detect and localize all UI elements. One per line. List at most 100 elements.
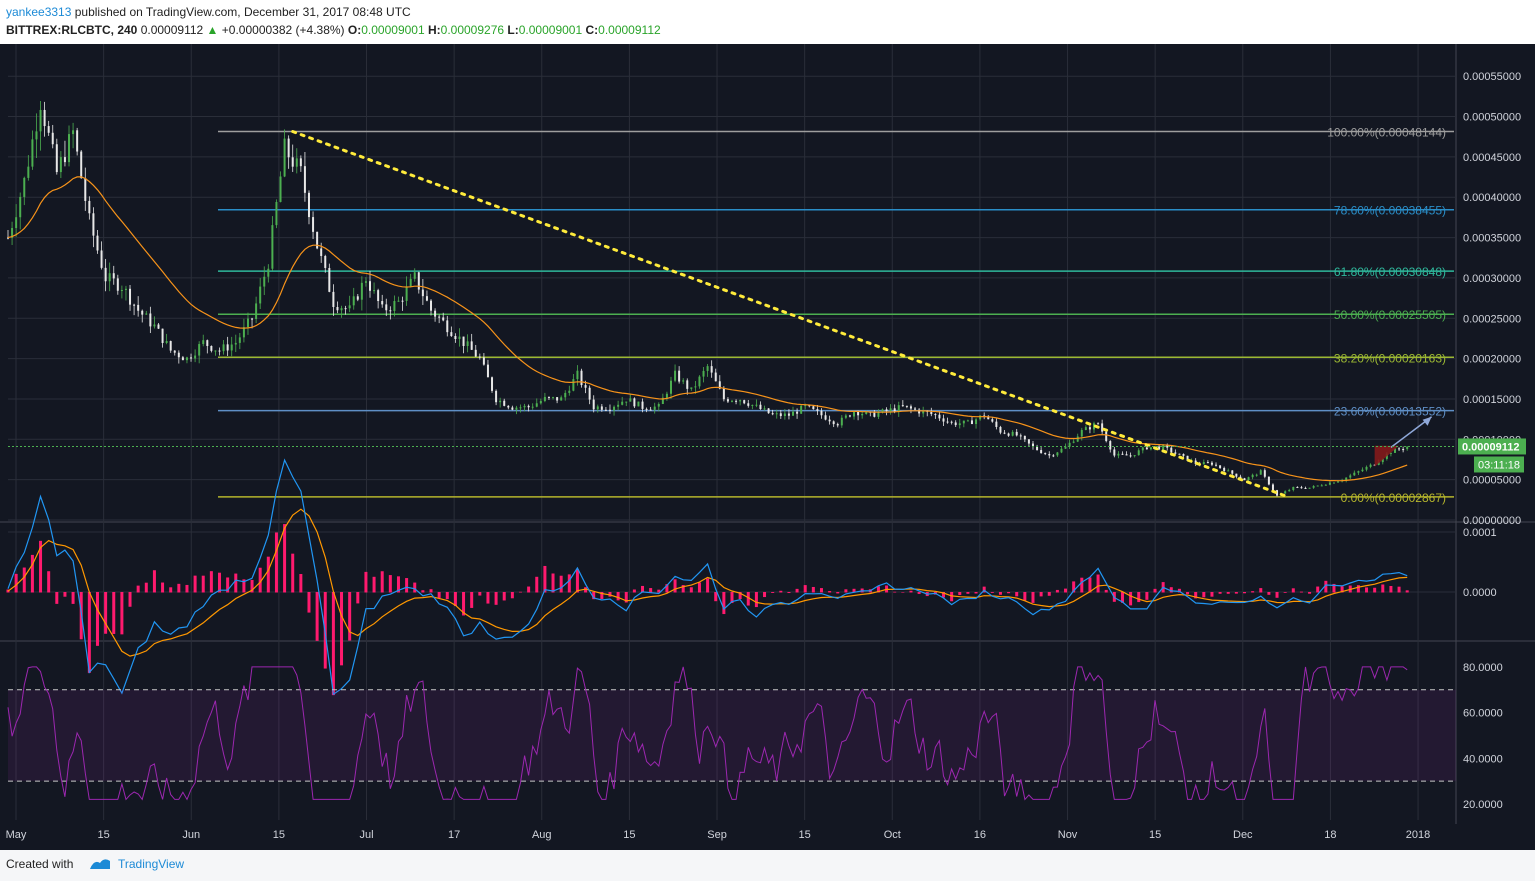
macd-histogram-bar xyxy=(1291,588,1295,593)
candle-body xyxy=(678,370,681,382)
candle-body xyxy=(149,313,152,327)
candle-body xyxy=(1377,462,1380,465)
candle-body xyxy=(930,411,933,415)
candle-body xyxy=(1259,470,1262,475)
candle-body xyxy=(783,413,786,417)
candle-body xyxy=(787,413,790,416)
candle-body xyxy=(307,192,310,218)
candle-body xyxy=(1186,455,1189,461)
macd-histogram-bar xyxy=(1226,592,1230,594)
candle-body xyxy=(218,350,221,352)
candle-body xyxy=(478,356,481,358)
candle-body xyxy=(344,308,347,310)
candle-body xyxy=(328,267,331,292)
candle-body xyxy=(743,400,746,404)
candle-body xyxy=(80,151,83,179)
macd-histogram-bar xyxy=(1096,574,1100,593)
candle-body xyxy=(1365,466,1368,470)
chart-canvas[interactable]: May 15 Jun 15 Jul 17 Aug 15 Sep 15 Oct 16 Nov 15 Dec 18… xyxy=(0,44,1535,850)
candle-body xyxy=(1385,453,1388,459)
candle-body xyxy=(1097,423,1100,425)
candle-body xyxy=(173,350,176,353)
candle-body xyxy=(425,296,428,301)
tradingview-brand-link[interactable]: TradingView xyxy=(118,857,185,871)
candle-body xyxy=(454,336,457,339)
candle-body xyxy=(893,408,896,412)
symbol-info: BITTREX:RLCBTC, 240 0.00009112 ▲ +0.0000… xyxy=(6,23,661,37)
candle-body xyxy=(653,406,656,410)
macd-histogram-bar xyxy=(795,588,799,593)
candle-body xyxy=(1166,445,1169,448)
candle-body xyxy=(1393,448,1396,453)
candle-body xyxy=(320,248,323,257)
macd-histogram-bar xyxy=(193,575,197,593)
x-tick-label: Nov xyxy=(1058,829,1078,841)
candle-body xyxy=(702,370,705,377)
open-value: 0.00009001 xyxy=(361,23,425,37)
fib-level-label: 61.80%(0.00030848) xyxy=(1334,265,1446,279)
macd-histogram-bar xyxy=(1324,580,1328,593)
fib-level-label: 38.20%(0.00020163) xyxy=(1334,351,1446,365)
candle-body xyxy=(482,357,485,365)
candle-body xyxy=(848,415,851,417)
macd-histogram-bar xyxy=(356,592,360,604)
candle-body xyxy=(1023,435,1026,440)
rsi-tick-label: 80.0000 xyxy=(1463,662,1503,674)
macd-histogram-bar xyxy=(315,592,319,641)
macd-histogram-bar xyxy=(470,592,474,608)
symbol-label[interactable]: BITTREX:RLCBTC, 240 xyxy=(6,23,138,37)
macd-histogram-bar xyxy=(616,592,620,601)
candle-body xyxy=(206,340,209,346)
price-tick-label: 0.00050000 xyxy=(1463,112,1521,124)
macd-histogram-bar xyxy=(283,524,287,593)
candle-body xyxy=(1064,446,1067,449)
macd-histogram-bar xyxy=(250,579,254,593)
candle-body xyxy=(763,408,766,410)
macd-histogram-bar xyxy=(291,553,295,593)
created-with-text: Created with xyxy=(6,857,74,871)
projection-arrow-head xyxy=(1422,416,1432,426)
candle-body xyxy=(1215,464,1218,466)
candle-body xyxy=(979,415,982,420)
candle-body xyxy=(11,228,14,238)
candle-body xyxy=(1084,427,1087,430)
candle-body xyxy=(1088,427,1091,430)
macd-histogram-bar xyxy=(502,592,506,601)
candle-body xyxy=(1332,482,1335,484)
candle-body xyxy=(1312,486,1315,488)
candle-body xyxy=(503,400,506,406)
macd-histogram-bar xyxy=(1210,592,1214,597)
candle-body xyxy=(832,421,835,425)
candle-body xyxy=(718,381,721,389)
candle-body xyxy=(853,411,856,417)
rsi-band-fill xyxy=(8,689,1456,782)
candle-body xyxy=(1288,489,1291,492)
macd-histogram-bar xyxy=(706,578,710,593)
candle-body xyxy=(991,419,994,422)
x-tick-label: Sep xyxy=(707,829,727,841)
candle-body xyxy=(55,144,58,173)
macd-histogram-bar xyxy=(559,575,563,593)
candle-body xyxy=(116,278,119,291)
candle-body xyxy=(1271,484,1274,491)
macd-histogram-bar xyxy=(1007,592,1011,594)
candle-body xyxy=(1369,464,1372,467)
macd-histogram-bar xyxy=(144,582,148,593)
candle-body xyxy=(430,300,433,311)
candle-body xyxy=(775,413,778,415)
candle-body xyxy=(1284,491,1287,494)
macd-histogram-bar xyxy=(1356,585,1360,593)
candle-body xyxy=(1324,484,1327,486)
author-link[interactable]: yankee3313 xyxy=(6,5,72,19)
macd-histogram-bar xyxy=(177,583,181,593)
candle-body xyxy=(263,276,266,287)
candle-body xyxy=(1202,462,1205,465)
candle-body xyxy=(413,272,416,279)
candle-body xyxy=(23,177,26,197)
candle-body xyxy=(962,420,965,424)
candle-body xyxy=(133,304,136,306)
candle-body xyxy=(1076,436,1079,442)
macd-histogram-bar xyxy=(1308,592,1312,594)
macd-histogram-bar xyxy=(274,532,278,593)
candle-body xyxy=(958,423,961,426)
